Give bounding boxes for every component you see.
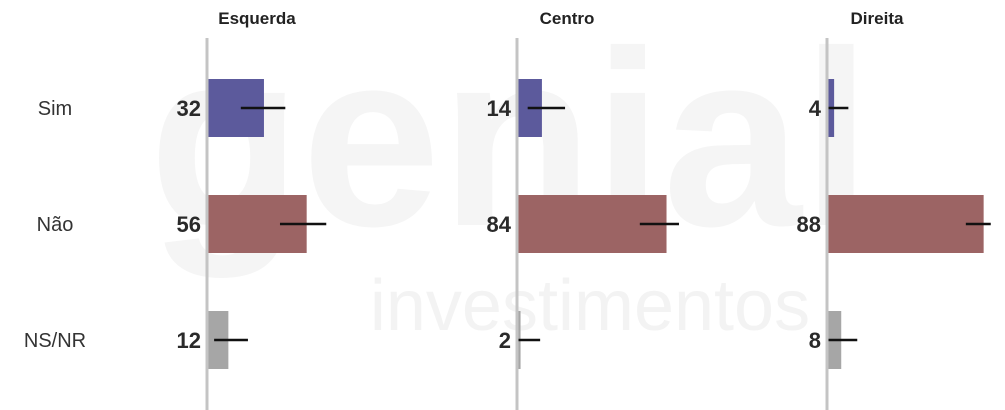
- value-label-2: 12: [177, 328, 201, 353]
- panel-esquerda: Esquerda 32 56 12: [177, 9, 327, 410]
- value-label-0: 14: [487, 96, 512, 121]
- value-label-1: 56: [177, 212, 201, 237]
- value-label-2: 2: [499, 328, 511, 353]
- value-label-2: 8: [809, 328, 821, 353]
- watermark-subtitle: investimentos: [370, 266, 810, 346]
- category-labels: Sim Não NS/NR: [24, 98, 86, 352]
- value-label-0: 32: [177, 96, 201, 121]
- category-label-2: NS/NR: [24, 330, 86, 352]
- category-label-0: Sim: [38, 98, 72, 120]
- category-label-1: Não: [37, 214, 74, 236]
- panel-title: Esquerda: [218, 9, 296, 28]
- watermark: genial investimentos: [149, 0, 871, 346]
- panel-centro: Centro 14 84 2: [487, 9, 679, 410]
- value-label-0: 4: [809, 96, 822, 121]
- bar-1: [827, 195, 984, 253]
- value-label-1: 84: [487, 212, 512, 237]
- panel-title: Direita: [851, 9, 904, 28]
- panel-title: Centro: [540, 9, 595, 28]
- value-label-1: 88: [797, 212, 821, 237]
